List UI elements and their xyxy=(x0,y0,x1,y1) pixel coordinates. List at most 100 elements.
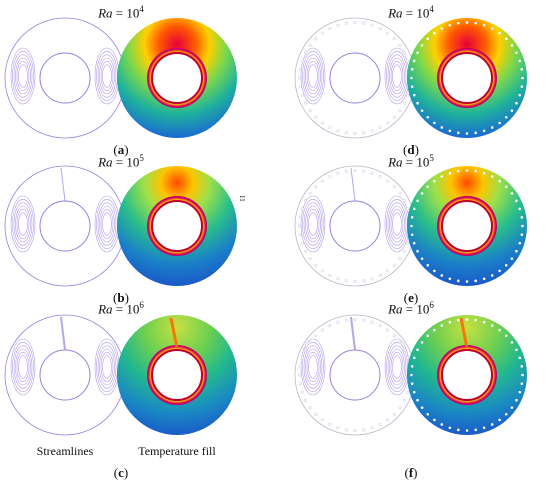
panel-f-streamlines-hole xyxy=(353,429,357,432)
panel-f-streamlines-streamline-loop xyxy=(303,345,323,389)
panel-f-temperature-hole xyxy=(521,373,524,377)
panel-e-temperature-hole xyxy=(410,233,414,236)
panel-e-streamlines-streamline-loop xyxy=(302,199,324,249)
panel-a-streamlines-streamline-loop xyxy=(97,54,117,98)
panel-e-temperature-hole xyxy=(457,279,460,283)
side-mark: 11 xyxy=(238,195,246,202)
panel-d-temperature-hole xyxy=(410,85,414,88)
panel-e-temperature-hole xyxy=(412,207,416,211)
panel-d-temperature-hole xyxy=(510,44,514,47)
panel-d-temperature-hole xyxy=(410,76,413,80)
panel-e-temperature-hole xyxy=(498,269,501,273)
panel-b-streamlines-outer-boundary xyxy=(4,165,126,287)
panel-d-streamlines-hole xyxy=(378,126,382,129)
panel-e-streamlines-streamline-loop xyxy=(303,202,323,246)
panel-b-streamlines-streamline-loop xyxy=(100,209,114,239)
panel-d-streamlines-hole xyxy=(328,27,332,30)
panel-f-streamlines-hole xyxy=(392,334,396,338)
panel-f-temperature-hole xyxy=(412,390,416,394)
panel-c-rayleigh-label: Ra = 106 xyxy=(98,300,144,317)
ra-equals: = 10 xyxy=(112,5,140,21)
panel-d-temperature-hole xyxy=(482,129,486,133)
panel-e-temperature-hole xyxy=(518,207,522,211)
ra-exponent: 6 xyxy=(139,300,144,310)
panel-d-streamlines-hole xyxy=(353,132,357,135)
panel-f-streamlines-hole xyxy=(314,334,318,338)
panel-e-streamlines-streamline-loop xyxy=(390,209,404,239)
panel-a-streamlines-streamline-loop xyxy=(10,47,36,105)
panel-e-temperature-hole xyxy=(510,257,514,260)
panel-f-streamlines-hole xyxy=(336,426,340,430)
panel-e-temperature-hole xyxy=(520,233,524,236)
panel-e xyxy=(294,165,527,287)
panel-d-temperature-hole xyxy=(504,37,508,41)
panel-e-streamlines-hole xyxy=(298,224,301,228)
ra-exponent: 5 xyxy=(429,153,434,163)
panel-f-temperature-hole xyxy=(433,418,436,422)
panel-c-streamlines-streamline-loop xyxy=(102,355,112,379)
panel-f-streamlines-hole xyxy=(300,390,304,394)
panel-f-streamlines-outer-boundary xyxy=(294,314,416,436)
panel-b-streamlines-inner-boundary xyxy=(39,200,91,252)
panel-f-streamlines-streamline-loop xyxy=(386,342,408,392)
ra-symbol: Ra xyxy=(388,301,403,317)
panel-c-streamlines-streamline-loop xyxy=(96,342,118,392)
ra-equals: = 10 xyxy=(112,301,140,317)
ra-equals: = 10 xyxy=(112,154,140,170)
panel-f-temperature-hole xyxy=(440,423,444,426)
panel-e-temperature-hole xyxy=(412,241,416,245)
panel-e-temperature-hole xyxy=(515,199,518,203)
panel-f-streamlines-streamline-loop xyxy=(306,352,320,382)
panel-c-streamlines-streamline-loop xyxy=(15,348,31,386)
panel-e-temperature-hole xyxy=(416,249,419,253)
panel-e-temperature-hole xyxy=(504,263,508,267)
panel-d-temperature-hole xyxy=(448,129,452,133)
panel-d-streamlines-streamline-loop xyxy=(308,64,318,88)
panel-e-streamlines-inner-boundary xyxy=(329,200,381,252)
panel-c-streamlines-streamline-loop xyxy=(16,352,30,382)
panel-f-streamlines-streamline-loop xyxy=(384,338,410,396)
panel-b-streamlines-streamline-loop xyxy=(10,195,36,253)
panel-f-temperature-hole xyxy=(515,348,518,352)
panel-e-streamlines-hole xyxy=(406,241,410,245)
panel-f-streamlines-streamline-loop xyxy=(387,345,407,389)
panel-f-streamlines-hole xyxy=(386,328,390,332)
panel-d-streamlines-hole xyxy=(308,43,312,47)
panel-d xyxy=(294,17,527,139)
panel-f-streamlines-streamline-loop xyxy=(305,348,321,386)
panel-e-temperature-inner-cylinder xyxy=(441,200,493,252)
panel-f-temperature-inner-cylinder xyxy=(441,349,493,401)
panel-e-streamlines-hole xyxy=(378,175,382,178)
panel-f-streamlines-streamline-loop xyxy=(308,355,318,379)
panel-e-streamlines-hole xyxy=(370,171,374,175)
panel-d-temperature-hole xyxy=(520,85,524,88)
panel-f-temperature-hole xyxy=(448,320,452,324)
panel-e-streamlines-hole xyxy=(398,191,402,195)
panel-f-temperature-hole xyxy=(510,406,514,409)
panel-f-temperature-hole xyxy=(518,356,522,360)
panel-d-streamlines-streamline-loop xyxy=(306,61,320,91)
panel-a-streamlines-streamline-loop xyxy=(13,54,33,98)
panel-d-temperature-hole xyxy=(448,23,452,27)
panel-f-streamlines-streamline-loop xyxy=(392,355,402,379)
panel-e-streamlines-hole xyxy=(403,199,406,203)
panel-d-rayleigh-label: Ra = 104 xyxy=(388,4,434,21)
panel-d-streamlines-hole xyxy=(378,27,382,30)
panel-d-temperature-hole xyxy=(518,59,522,63)
panel-e-streamlines-hole xyxy=(344,169,348,173)
panel-d-streamlines-hole xyxy=(392,37,396,41)
panel-a-streamlines-inner-boundary xyxy=(39,52,91,104)
panel-d-streamlines-hole xyxy=(314,37,318,41)
panel-f-temperature-hole xyxy=(440,324,444,327)
panel-d-temperature-hole xyxy=(465,132,469,135)
panel-f-temperature-hole xyxy=(410,382,414,385)
panel-f-streamlines-streamline-loop xyxy=(390,352,404,382)
panel-f-streamlines-hole xyxy=(398,340,402,344)
panel-d-temperature-hole xyxy=(426,37,430,41)
panel-e-streamlines-plume xyxy=(350,167,356,202)
panel-f-streamlines-hole xyxy=(300,356,304,360)
panel-f-streamlines-hole xyxy=(304,348,307,352)
panel-d-streamlines-streamline-loop xyxy=(384,47,410,105)
panel-e-temperature-hole xyxy=(426,263,430,267)
panel-e-temperature-hole xyxy=(521,224,524,228)
